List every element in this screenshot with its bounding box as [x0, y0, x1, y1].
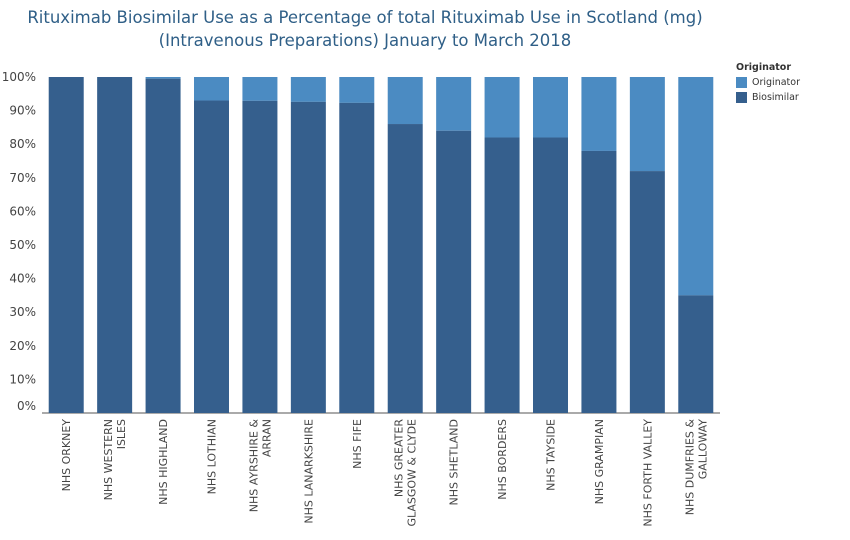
bar-biosimilar [194, 100, 229, 414]
bar-originator [629, 77, 665, 172]
x-tick-label: NHS DUMFRIES & [683, 419, 696, 516]
x-tick-label: NHS WESTERN [102, 419, 115, 500]
y-tick-label: 30% [9, 305, 36, 319]
x-tick-label: ARRAN [260, 419, 273, 457]
x-tick-label: NHS ORKNEY [60, 419, 73, 492]
bar-biosimilar [242, 100, 278, 413]
x-tick-label: NHS AYRSHIRE & [247, 419, 260, 513]
y-tick-label: 10% [9, 372, 36, 386]
legend-label-biosimilar: Biosimilar [752, 92, 799, 103]
bar-biosimilar [629, 171, 665, 413]
x-tick-label: GALLOWAY [696, 419, 709, 480]
x-tick-label: NHS FIFE [351, 419, 364, 469]
legend-item-biosimilar[interactable]: Biosimilar [736, 92, 800, 103]
bar-originator [339, 77, 375, 103]
bar-originator [484, 77, 520, 138]
bar-biosimilar [533, 137, 568, 414]
x-tick-label-group: NHS DUMFRIES & GALLOWAY [683, 419, 709, 516]
legend-swatch-biosimilar [736, 92, 747, 103]
x-tick-label: NHS FORTH VALLEY [641, 419, 654, 527]
x-tick-label-group: NHS GRAMPIAN [593, 419, 606, 504]
chart-title: Rituximab Biosimilar Use as a Percentage… [0, 6, 730, 52]
x-tick-label: NHS LANARKSHIRE [302, 419, 315, 524]
legend: Originator Originator Biosimilar [736, 62, 800, 107]
x-tick-label-group: NHS ORKNEY [60, 419, 73, 492]
x-tick-label: NHS GRAMPIAN [593, 419, 606, 504]
bar-originator [678, 77, 714, 296]
x-tick-label-group: NHS FIFE [351, 419, 364, 469]
bar-originator [436, 77, 472, 131]
x-tick-label-group: NHS TAYSIDE [545, 419, 558, 491]
bar-biosimilar [484, 137, 520, 414]
x-tick-label-group: NHS GREATER GLASGOW & CLYDE [393, 419, 419, 527]
bar-biosimilar [48, 77, 84, 413]
y-tick-label: 50% [9, 238, 36, 252]
legend-label-originator: Originator [752, 77, 800, 88]
x-tick-label-group: NHS FORTH VALLEY [641, 419, 654, 527]
bar-originator [533, 77, 568, 138]
y-tick-label: 90% [9, 104, 36, 118]
bar-biosimilar [436, 130, 472, 413]
bar-originator [290, 77, 326, 102]
x-tick-label-group: NHS WESTERN ISLES [102, 419, 128, 500]
x-tick-label: NHS BORDERS [496, 419, 509, 500]
x-tick-label: NHS TAYSIDE [545, 419, 558, 491]
legend-swatch-originator [736, 77, 747, 88]
bar-biosimilar [97, 77, 133, 413]
y-tick-label: 0% [17, 399, 36, 413]
legend-title: Originator [736, 62, 792, 73]
x-tick-label: NHS HIGHLAND [157, 419, 170, 505]
bar-originator [387, 77, 423, 125]
x-tick-label-group: NHS AYRSHIRE & ARRAN [247, 419, 273, 513]
x-tick-label-group: NHS BORDERS [496, 419, 509, 500]
x-tick-label-group: NHS SHETLAND [448, 419, 461, 506]
y-tick-label: 20% [9, 339, 36, 353]
x-tick-label-group: NHS HIGHLAND [157, 419, 170, 505]
legend-item-originator[interactable]: Originator [736, 77, 800, 88]
chart-title-line-1: Rituximab Biosimilar Use as a Percentage… [27, 8, 703, 27]
bar-originator [242, 77, 278, 101]
bar-biosimilar [145, 78, 181, 414]
x-tick-label: NHS SHETLAND [448, 419, 461, 506]
bar-originator [581, 77, 617, 151]
bar-originator [145, 77, 181, 79]
bar-biosimilar [581, 150, 617, 414]
x-tick-label: GLASGOW & CLYDE [406, 419, 419, 527]
bar-biosimilar [290, 101, 326, 413]
y-tick-label: 80% [9, 137, 36, 151]
x-tick-label: ISLES [115, 419, 128, 449]
y-tick-label: 60% [9, 204, 36, 218]
x-tick-label: NHS LOTHIAN [206, 419, 219, 494]
bar-originator [194, 77, 229, 101]
y-tick-label: 40% [9, 272, 36, 286]
x-tick-label: NHS GREATER [393, 419, 406, 497]
bar-biosimilar [387, 124, 423, 413]
y-tick-label: 70% [9, 171, 36, 185]
x-tick-label-group: NHS LOTHIAN [206, 419, 219, 494]
bar-biosimilar [339, 102, 375, 413]
x-tick-label-group: NHS LANARKSHIRE [302, 419, 315, 524]
y-tick-label: 100% [2, 70, 36, 84]
chart-title-line-2: (Intravenous Preparations) January to Ma… [158, 31, 572, 50]
bar-biosimilar [678, 295, 714, 413]
